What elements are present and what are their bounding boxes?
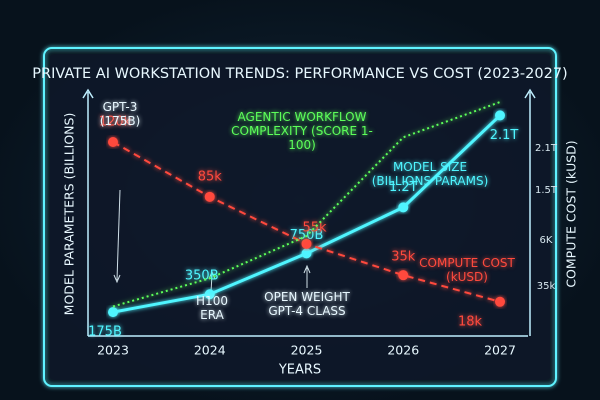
series-label: AGENTIC WORKFLOW COMPLEXITY (SCORE 1-100… bbox=[231, 110, 373, 152]
x-tick-label: 2025 bbox=[291, 343, 323, 358]
data-label: 18k bbox=[458, 314, 483, 329]
data-point bbox=[495, 110, 505, 121]
annotation-arrow bbox=[116, 189, 121, 281]
data-point bbox=[398, 270, 409, 281]
data-label: 85k bbox=[198, 169, 223, 184]
annotation-arrow-head bbox=[303, 264, 311, 274]
data-label: 55k bbox=[302, 220, 327, 235]
data-label: 175B bbox=[88, 325, 122, 340]
data-point bbox=[398, 202, 409, 213]
y2-tick-label: 2.1T bbox=[535, 143, 558, 154]
data-label: 1.2T bbox=[389, 180, 418, 195]
data-point bbox=[495, 296, 505, 307]
data-point bbox=[301, 238, 312, 249]
annotation-arrow-head bbox=[113, 274, 121, 284]
series-label: MODEL SIZE (BILLIONS PARAMS) bbox=[371, 160, 489, 188]
data-label: 350B bbox=[185, 269, 219, 284]
chart-title: PRIVATE AI WORKSTATION TRENDS: PERFORMAN… bbox=[32, 66, 567, 82]
data-point bbox=[108, 137, 118, 147]
x-tick-label: 2024 bbox=[194, 343, 226, 358]
y2-axis-title: COMPUTE COST (kUSD) bbox=[564, 140, 579, 287]
data-label: 35k bbox=[391, 250, 416, 265]
x-tick-label: 2023 bbox=[97, 343, 129, 358]
series-label: COMPUTE COST (kUSD) bbox=[419, 256, 515, 284]
data-point bbox=[108, 307, 118, 318]
x-axis-title: YEARS bbox=[278, 363, 321, 378]
x-tick-label: 2027 bbox=[484, 343, 516, 358]
y-axis-title: MODEL PARAMETERS (BILLIONS) bbox=[62, 113, 77, 316]
x-tick-label: 2026 bbox=[387, 343, 419, 358]
data-point bbox=[204, 289, 215, 300]
annotation: H100 ERA bbox=[196, 294, 228, 322]
annotation: OPEN WEIGHT GPT-4 CLASS bbox=[264, 290, 350, 318]
data-label: 2.1T bbox=[490, 128, 519, 143]
y2-axis-arrow bbox=[524, 88, 536, 99]
annotation-arrow bbox=[210, 273, 213, 293]
annotation: GPT-3 (175B) bbox=[99, 100, 141, 128]
data-label: 120k bbox=[99, 115, 132, 130]
series-line bbox=[112, 101, 501, 308]
data-point bbox=[301, 248, 312, 259]
y2-tick-label: 1.5T bbox=[535, 185, 558, 196]
y2-tick-label: 35k bbox=[537, 281, 556, 292]
y-axis-arrow bbox=[82, 88, 94, 99]
data-point bbox=[204, 191, 215, 202]
y2-tick-label: 6K bbox=[540, 235, 553, 246]
